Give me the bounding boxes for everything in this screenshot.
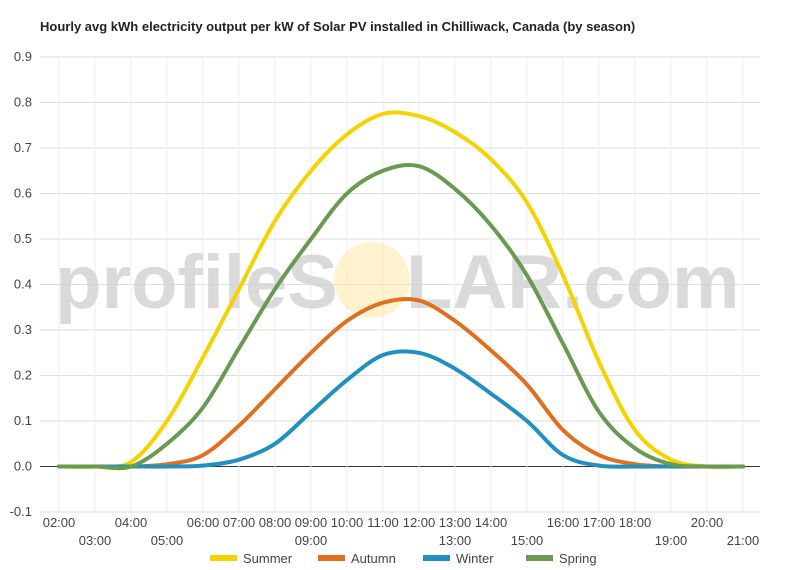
legend-swatch-spring [526,555,553,561]
legend-swatch-winter [423,555,450,561]
x-tick-label: 18:00 [619,515,652,530]
legend-label-winter: Winter [456,551,494,566]
legend-swatch-summer [210,555,237,561]
legend-label-spring: Spring [559,551,597,566]
x-tick-label: 03:00 [79,533,112,548]
x-tick-label: 09:00 [295,533,328,548]
x-tick-label: 13:00 [439,533,472,548]
y-tick-label: 0.3 [14,322,32,337]
x-tick-label: 12:00 [403,515,436,530]
y-tick-label: 0.0 [14,459,32,474]
legend-label-autumn: Autumn [351,551,396,566]
x-tick-label: 05:00 [151,533,184,548]
legend-item-winter[interactable]: Winter [423,551,494,566]
y-tick-label: 0.5 [14,231,32,246]
legend-item-summer[interactable]: Summer [210,551,293,566]
x-tick-label: 09:00 [295,515,328,530]
x-tick-label: 14:00 [475,515,508,530]
x-tick-label: 08:00 [259,515,292,530]
y-tick-label: 0.9 [14,49,32,64]
legend-item-autumn[interactable]: Autumn [318,551,396,566]
y-tick-label: 0.8 [14,95,32,110]
x-tick-label: 17:00 [583,515,616,530]
legend-label-summer: Summer [243,551,293,566]
grid-layer [40,56,760,513]
x-tick-label: 02:00 [43,515,76,530]
x-tick-label: 21:00 [727,533,760,548]
y-tick-label: 0.6 [14,186,32,201]
series-line-winter[interactable] [57,349,745,469]
y-tick-label: 0.4 [14,277,32,292]
legend-item-spring[interactable]: Spring [526,551,597,566]
legend[interactable]: Summer Autumn Winter Spring [210,551,597,566]
x-tick-label: 16:00 [547,515,580,530]
x-tick-label: 20:00 [691,515,724,530]
y-tick-label: -0.1 [10,504,32,519]
watermark: profileS LAR.com [55,240,740,325]
series-line-summer[interactable] [57,110,745,469]
axis-labels: -0.10.00.10.20.30.40.50.60.70.80.902:00 0… [10,49,760,548]
series-layer [57,110,745,471]
x-tick-label: 06:00 [187,515,220,530]
watermark-text-right: LAR.com [406,240,740,325]
watermark-text-left: profileS [55,240,338,325]
x-tick-label: 10:00 [331,515,364,530]
series-line-spring[interactable] [57,163,745,471]
x-tick-label: 13:00 [439,515,472,530]
series-line-autumn[interactable] [57,296,745,469]
y-tick-label: 0.1 [14,413,32,428]
x-tick-label: 19:00 [655,533,688,548]
x-tick-label: 07:00 [223,515,256,530]
x-tick-label: 11:00 [367,515,399,530]
x-tick-label: 04:00 [115,515,148,530]
y-tick-label: 0.2 [14,368,32,383]
y-tick-label: 0.7 [14,140,32,155]
chart-title: Hourly avg kWh electricity output per kW… [40,19,636,34]
legend-swatch-autumn [318,555,345,561]
x-tick-label: 15:00 [511,533,544,548]
